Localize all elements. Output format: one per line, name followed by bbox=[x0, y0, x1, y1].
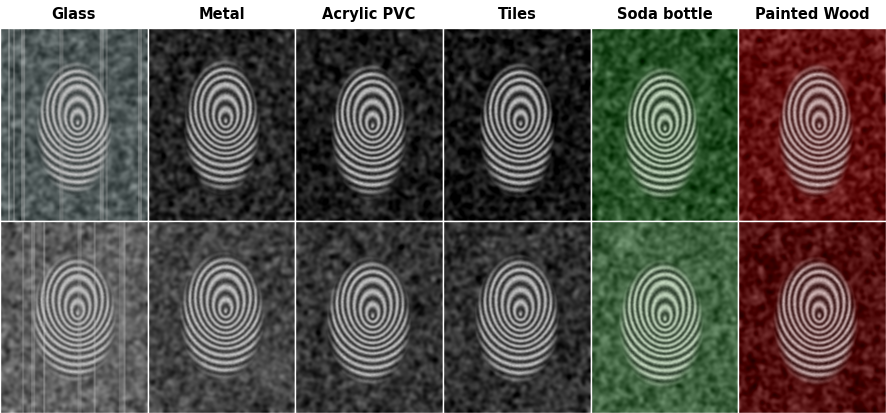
Text: Tiles: Tiles bbox=[497, 7, 536, 21]
Text: Soda bottle: Soda bottle bbox=[617, 7, 712, 21]
Text: Metal: Metal bbox=[198, 7, 245, 21]
Text: Painted Wood: Painted Wood bbox=[755, 7, 869, 21]
Text: Glass: Glass bbox=[51, 7, 96, 21]
Text: Acrylic PVC: Acrylic PVC bbox=[323, 7, 416, 21]
